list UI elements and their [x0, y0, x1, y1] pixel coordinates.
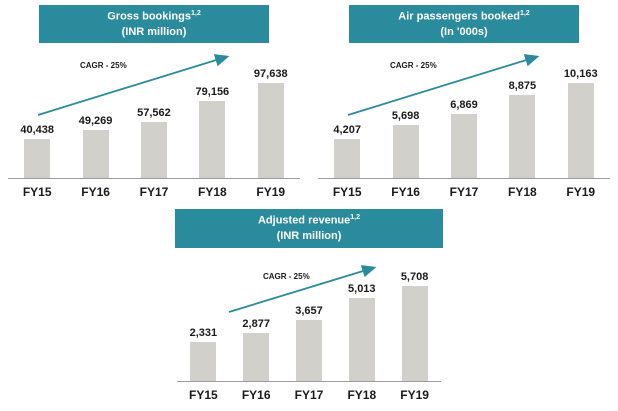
- value-label: 49,269: [78, 115, 113, 128]
- value-label: 10,163: [563, 68, 598, 81]
- bar-slot: 49,269: [66, 115, 124, 179]
- value-label: 97,638: [253, 68, 288, 81]
- chart-subtitle: (INR million): [276, 229, 342, 242]
- chart-subtitle: (INR million): [121, 25, 187, 38]
- chart-title: Air passengers booked: [398, 10, 520, 23]
- plot-area: CAGR - 25% 2,331 2,877 3,657 5,013 5,708 FY1…: [175, 252, 443, 402]
- chart-title-superscript: 1,2: [191, 10, 201, 17]
- bar-slot: 2,331: [177, 327, 230, 381]
- value-label: 57,562: [137, 107, 171, 120]
- bar: [257, 83, 284, 179]
- cagr-label: CAGR - 25%: [263, 271, 310, 281]
- bar: [348, 297, 375, 381]
- bar: [24, 139, 51, 179]
- category-label: FY19: [566, 185, 596, 200]
- value-label: 4,207: [333, 124, 361, 137]
- category-label: FY19: [256, 185, 286, 200]
- bar-slot: 8,875: [493, 80, 551, 179]
- bar: [82, 130, 109, 179]
- chart-title-line: Air passengers booked1,2: [353, 9, 576, 25]
- bars: 40,438 49,269 57,562 79,156 97,638: [8, 47, 300, 180]
- value-label: 5,698: [391, 110, 420, 123]
- bar-slot: 97,638: [242, 68, 300, 179]
- bar: [334, 139, 361, 179]
- plot-area: CAGR - 25% 40,438 49,269 57,562 79,156 97,63…: [6, 47, 302, 199]
- category-label: FY16: [391, 185, 420, 200]
- value-label: 3,657: [295, 304, 323, 317]
- category-label: FY18: [347, 387, 377, 402]
- category-label: FY18: [198, 185, 227, 200]
- category-label: FY15: [332, 185, 362, 200]
- category-labels: FY15 FY16 FY17 FY18 FY19: [177, 384, 441, 402]
- chart-title: Adjusted revenue: [257, 215, 351, 227]
- bar-slot: 4,207: [318, 124, 376, 179]
- bar-slot: 5,708: [388, 271, 441, 381]
- category-labels: FY15 FY16 FY17 FY18 FY19: [318, 181, 610, 199]
- category-label: FY18: [508, 185, 537, 200]
- category-label: FY17: [449, 185, 479, 200]
- category-label: FY19: [400, 387, 429, 402]
- bar-slot: 5,013: [335, 283, 388, 381]
- cagr-label: CAGR - 25%: [390, 61, 437, 71]
- bar: [295, 319, 322, 381]
- bar: [450, 114, 477, 179]
- bar: [199, 101, 226, 179]
- category-label: FY16: [81, 185, 110, 200]
- bar: [567, 83, 594, 179]
- bar-slot: 10,163: [552, 68, 610, 179]
- chart-title-superscript: 1,2: [350, 214, 361, 222]
- value-label: 2,331: [189, 326, 218, 339]
- value-label: 79,156: [195, 86, 230, 99]
- chart-title-superscript: 1,2: [519, 10, 530, 17]
- value-label: 40,438: [20, 124, 55, 137]
- bar-slot: 79,156: [183, 86, 241, 179]
- value-label: 2,877: [242, 317, 270, 330]
- chart-gross-bookings: Gross bookings1,2 (INR million) CAGR - 2…: [6, 5, 302, 199]
- bar-slot: 40,438: [8, 124, 66, 179]
- bar: [190, 341, 217, 381]
- value-label: 5,013: [348, 282, 376, 295]
- bar-slot: 3,657: [283, 305, 336, 381]
- category-label: FY16: [241, 387, 271, 402]
- top-charts-row: Gross bookings1,2 (INR million) CAGR - 2…: [0, 0, 618, 199]
- category-label: FY15: [22, 185, 52, 200]
- category-label: FY15: [189, 387, 218, 402]
- category-label: FY17: [294, 387, 324, 402]
- chart-subtitle: (In '000s): [440, 25, 488, 38]
- bar-slot: 6,869: [435, 99, 493, 179]
- bar: [401, 285, 428, 381]
- value-label: 5,708: [400, 270, 429, 283]
- plot-area: CAGR - 25% 4,207 5,698 6,869 8,875 10,163 FY…: [316, 47, 612, 199]
- bar-slot: 2,877: [230, 318, 283, 381]
- chart-title-box: Adjusted revenue1,2 (INR million): [175, 209, 443, 248]
- bar: [243, 332, 270, 381]
- bar: [392, 125, 419, 179]
- chart-title-box: Gross bookings1,2 (INR million): [38, 5, 270, 44]
- value-label: 8,875: [508, 80, 537, 93]
- bar: [509, 95, 536, 179]
- cagr-trend-arrow-icon: [228, 264, 377, 313]
- bars: 2,331 2,877 3,657 5,013 5,708: [177, 252, 441, 382]
- category-labels: FY15 FY16 FY17 FY18 FY19: [8, 181, 300, 199]
- chart-adjusted-revenue: Adjusted revenue1,2 (INR million) CAGR -…: [175, 209, 443, 402]
- chart-title-line: Gross bookings1,2: [43, 9, 266, 25]
- chart-title-line: Adjusted revenue1,2: [179, 213, 439, 229]
- bar-slot: 5,698: [376, 110, 434, 179]
- bar: [140, 122, 167, 179]
- cagr-label: CAGR - 25%: [80, 61, 127, 71]
- cagr-trend-arrow-icon: [347, 54, 540, 117]
- chart-title: Gross bookings: [107, 10, 191, 23]
- chart-title-box: Air passengers booked1,2 (In '000s): [348, 5, 580, 44]
- value-label: 6,869: [450, 99, 478, 112]
- bar-slot: 57,562: [125, 107, 183, 179]
- chart-air-passengers-booked: Air passengers booked1,2 (In '000s) CAGR…: [316, 5, 612, 199]
- category-label: FY17: [139, 185, 169, 200]
- cagr-trend-arrow-icon: [37, 54, 230, 117]
- bars: 4,207 5,698 6,869 8,875 10,163: [318, 47, 610, 180]
